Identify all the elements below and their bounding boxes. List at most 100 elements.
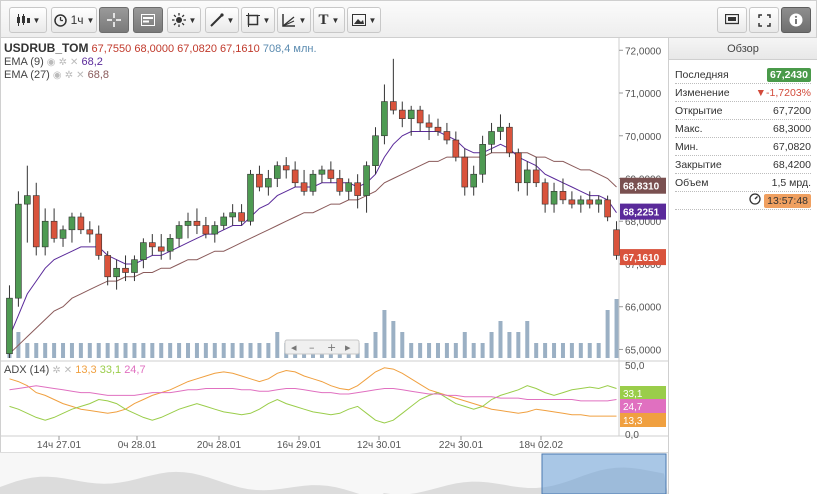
info-button[interactable] [781, 7, 811, 33]
adx-value-2: 33,1 [99, 364, 122, 376]
volume-bar [61, 343, 66, 358]
crosshair-button[interactable] [99, 7, 129, 33]
volume-bar [132, 343, 137, 358]
row-label: Макс. [675, 122, 703, 135]
price-tick-label: 65,0000 [625, 345, 662, 356]
candle-body [604, 199, 611, 218]
candle-body [613, 229, 620, 256]
minus-di-tag-bg [620, 399, 666, 413]
volume-bar [569, 343, 574, 358]
chevron-down-icon: ▼ [368, 15, 377, 25]
sun-icon [171, 13, 186, 27]
volume-bar [212, 343, 217, 358]
volume-value: 708,4 млн. [262, 43, 317, 55]
candle-body [506, 126, 513, 154]
gear-icon[interactable]: ✲ [58, 57, 67, 68]
candle-body [41, 220, 49, 248]
close-icon[interactable]: ✕ [63, 365, 73, 376]
volume-bar [453, 343, 458, 358]
row-value: 68,4200 [773, 158, 811, 171]
adx-label: ADX (14) [4, 364, 50, 376]
volume-bar [480, 343, 485, 358]
gear-icon[interactable]: ✲ [64, 70, 74, 81]
volume-bar [168, 343, 173, 358]
time-tick-label: 18ч 02.02 [519, 440, 564, 451]
minus-di-line [9, 385, 617, 402]
candle-body [282, 165, 290, 171]
chevron-down-icon: ▼ [226, 15, 235, 25]
zoom-out-icon[interactable]: – [309, 341, 315, 354]
adx-tag-bg [620, 413, 666, 427]
close-icon[interactable]: ✕ [70, 57, 79, 68]
candle-body [407, 109, 415, 119]
candle-body [425, 122, 433, 128]
candle-body [452, 139, 460, 158]
draw-line-button[interactable]: ▼ [205, 7, 239, 33]
candle-body [318, 169, 326, 175]
adx-line [9, 367, 617, 417]
volume-bar [159, 343, 164, 358]
candle-body [300, 182, 308, 192]
volume-bar [507, 332, 512, 358]
candle-body [175, 225, 183, 239]
candle-body [515, 152, 522, 184]
volume-bar [248, 343, 253, 358]
candle-body [488, 131, 495, 145]
eye-icon[interactable]: ◉ [46, 57, 56, 68]
text-tool-button[interactable]: T ▼ [313, 7, 345, 33]
indicators-button[interactable]: ▼ [167, 7, 201, 33]
rectangle-icon [245, 13, 260, 27]
chart-area[interactable]: 72,000071,000070,000069,000068,000067,00… [0, 38, 669, 452]
candle-body [497, 126, 504, 132]
eye-icon[interactable]: ◉ [52, 70, 62, 81]
volume-bar [52, 343, 57, 358]
pen-icon [209, 13, 224, 27]
shape-button[interactable]: ▼ [241, 7, 275, 33]
candle-body [363, 165, 370, 196]
candle-body [15, 203, 22, 299]
fullscreen-button[interactable] [749, 7, 779, 33]
server-time: 13:57:48 [764, 193, 811, 208]
zoom-in-icon[interactable]: + [327, 341, 336, 354]
fibonacci-button[interactable]: ▼ [277, 7, 311, 33]
timeframe-button[interactable]: 1ч ▼ [51, 7, 97, 33]
row-value: 67,7200 [773, 104, 811, 117]
candle-body [390, 101, 397, 111]
clock-icon [53, 13, 67, 27]
candle-body [470, 173, 477, 188]
row-label: Мин. [675, 140, 699, 153]
scroll-right-icon[interactable]: ▸ [345, 341, 351, 354]
time-tick-label: 12ч 30.01 [357, 440, 402, 451]
volume-bar [462, 332, 467, 358]
scroll-left-icon[interactable]: ◂ [291, 341, 297, 354]
candle-body [104, 255, 111, 278]
open-value: 67,7550 [91, 43, 132, 55]
volume-bar [605, 310, 610, 358]
volume-bar [560, 343, 565, 358]
volume-bar [87, 343, 92, 358]
close-icon[interactable]: ✕ [76, 70, 85, 81]
navigator[interactable] [0, 452, 668, 494]
ema9-value: 68,2 [81, 56, 103, 68]
price-chart[interactable]: 72,000071,000070,000069,000068,000067,00… [1, 38, 669, 452]
candle-body [32, 195, 40, 248]
screenshot-button[interactable] [717, 7, 747, 33]
candle-body [327, 169, 335, 179]
chart-type-button[interactable]: ▼ [9, 7, 47, 33]
last-price-tag-bg [620, 249, 666, 266]
candle-body [532, 169, 540, 184]
navigator-chart[interactable] [0, 453, 668, 494]
ema27-price-tag: 68,8310 [623, 182, 660, 193]
volume-bar [150, 343, 155, 358]
gear-icon[interactable]: ✲ [52, 365, 61, 376]
time-tick-label: 20ч 28.01 [197, 440, 242, 451]
crosshair-icon [107, 13, 121, 27]
price-tick-label: 71,0000 [625, 89, 662, 100]
overview-row-high: Макс. 68,3000 [675, 120, 811, 138]
navigator-window [541, 453, 667, 494]
overview-panel: Обзор Последняя 67,2430 Изменение ▼-1,72… [668, 38, 817, 494]
volume-bar [203, 343, 208, 358]
image-button[interactable]: ▼ [347, 7, 381, 33]
volume-bar [373, 332, 378, 358]
data-window-button[interactable] [133, 7, 163, 33]
